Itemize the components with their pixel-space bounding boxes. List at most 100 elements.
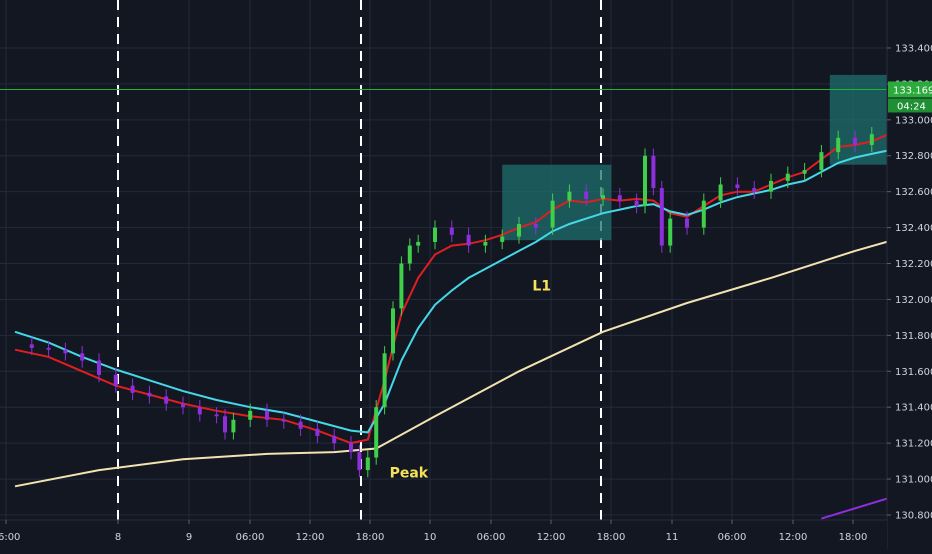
candle-body <box>147 392 152 397</box>
candle-body <box>349 443 353 453</box>
time-tick-label: 12:00 <box>779 532 808 543</box>
price-tick-label: 132.000 <box>895 295 932 306</box>
time-axis-background <box>0 520 887 550</box>
candle-body <box>29 344 34 348</box>
price-axis[interactable]: 133.400133.200133.000132.800132.600132.4… <box>886 0 932 550</box>
candle-body <box>466 234 471 246</box>
candle-body <box>365 457 370 471</box>
price-tick-label: 133.000 <box>895 115 932 126</box>
time-tick-label: 8 <box>115 532 121 543</box>
candle-body <box>752 188 757 192</box>
annotation-label: Peak <box>390 465 429 481</box>
candle-body <box>248 410 253 420</box>
price-tick-label: 131.800 <box>895 331 932 342</box>
price-tick-label: 130.800 <box>895 511 932 522</box>
price-tick-label: 131.600 <box>895 367 932 378</box>
candle-body <box>517 224 521 237</box>
candle-body <box>382 353 387 408</box>
candle-body <box>214 414 219 417</box>
candle-body <box>63 349 68 354</box>
price-tick-label: 131.200 <box>895 439 932 450</box>
countdown-badge <box>888 98 932 113</box>
candle-body <box>357 452 362 471</box>
candle-body <box>332 435 337 444</box>
candle-body <box>802 170 807 174</box>
candle-body <box>416 241 421 246</box>
candle-body <box>315 428 320 436</box>
candle-body <box>785 173 790 181</box>
price-tick-label: 132.200 <box>895 259 932 270</box>
candle-body <box>231 419 236 433</box>
candle-body <box>113 374 118 386</box>
current-price-badge <box>888 81 932 98</box>
candle-body <box>869 134 874 145</box>
candle-body <box>718 184 723 201</box>
grid-lines <box>0 0 887 520</box>
candle-body <box>533 224 538 228</box>
candle-body <box>584 191 589 199</box>
candle-body <box>80 353 85 361</box>
price-tick-label: 132.400 <box>895 223 932 234</box>
ema-mid-line <box>14 135 932 434</box>
candle-body <box>550 200 555 228</box>
candle-body <box>685 218 689 228</box>
candle-body <box>483 241 488 246</box>
time-tick-label: 18:00 <box>597 532 626 543</box>
countdown-label: 04:24 <box>897 101 926 112</box>
time-tick-label: 9 <box>186 532 192 543</box>
candle-body <box>567 191 572 201</box>
candle-body <box>449 227 454 235</box>
candle-body <box>433 227 437 242</box>
candle-body <box>500 236 505 242</box>
candle-body <box>769 180 773 192</box>
candle-body <box>197 407 202 415</box>
price-tick-label: 132.800 <box>895 151 932 162</box>
time-tick-label: 06:00 <box>718 532 747 543</box>
candle-body <box>601 195 605 199</box>
candle-body <box>223 416 227 433</box>
candle-body <box>668 218 673 246</box>
annotation-label: L1 <box>532 278 551 294</box>
time-tick-label: 10 <box>424 532 437 543</box>
price-tick-label: 131.000 <box>895 475 932 486</box>
candle-body <box>701 200 706 228</box>
candle-body <box>643 155 647 207</box>
current-price-label: 133.169 <box>893 85 932 96</box>
time-tick-label: 06:00 <box>0 532 20 543</box>
candle-body <box>853 137 857 145</box>
time-tick-label: 11 <box>666 532 679 543</box>
session-separators <box>117 0 602 520</box>
candle-body <box>735 184 740 189</box>
candle-body <box>181 403 185 408</box>
candle-body <box>97 360 101 375</box>
price-tick-label: 131.400 <box>895 403 932 414</box>
candle-body <box>391 308 395 354</box>
price-tick-label: 133.400 <box>895 43 932 54</box>
time-tick-label: 12:00 <box>537 532 566 543</box>
candle-body <box>836 137 841 153</box>
candle-body <box>298 421 303 429</box>
candle-body <box>634 200 639 207</box>
candle-body <box>651 155 656 189</box>
candle-body <box>659 188 664 246</box>
time-tick-label: 18:00 <box>356 532 385 543</box>
time-axis[interactable]: 06:00 8 9 06:00 12:00 18:00 10 06:00 12:00 18:00 1… <box>0 519 887 550</box>
time-tick-label: 06:00 <box>477 532 506 543</box>
candle-body <box>130 385 135 393</box>
price-tick-label: 132.600 <box>895 187 932 198</box>
candle-body <box>374 407 379 458</box>
candle-body <box>407 245 412 264</box>
time-tick-label: 06:00 <box>236 532 265 543</box>
time-tick-label: 18:00 <box>839 532 868 543</box>
candle-body <box>265 410 269 420</box>
candle-body <box>399 263 404 309</box>
ma-slow-line <box>14 226 932 488</box>
candle-body <box>164 396 169 404</box>
candle-body <box>281 419 286 422</box>
time-tick-label: 12:00 <box>296 532 325 543</box>
candle-body <box>819 152 824 171</box>
candle-body <box>46 347 51 350</box>
